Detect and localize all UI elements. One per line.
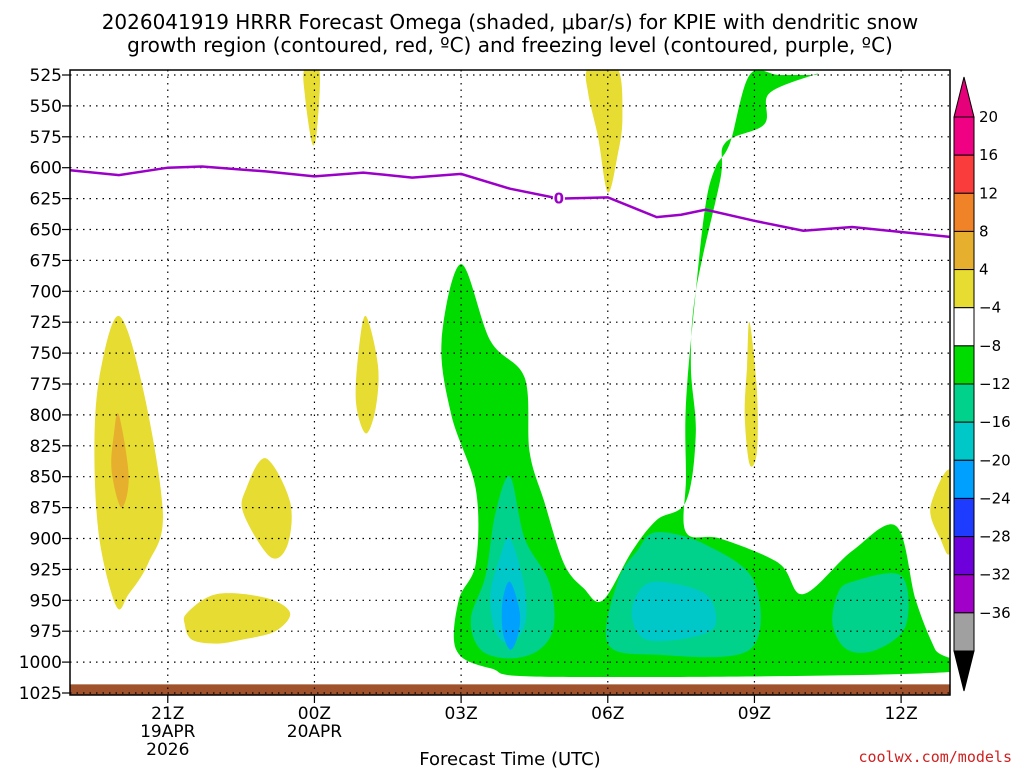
colorbar-seg-11 [953, 536, 975, 576]
y-tick-label-825: 825 [30, 437, 62, 457]
colorbar-label--8: −8 [979, 337, 1001, 355]
colorbar-high-arrow [953, 76, 975, 118]
omega-region-6 [585, 70, 623, 193]
colorbar-label-20: 20 [979, 108, 998, 126]
chart-title-line2: growth region (contoured, red, ºC) and f… [127, 33, 893, 57]
omega-region-7 [744, 321, 758, 467]
x-tick-label-00Z: 00Z [298, 704, 331, 724]
colorbar-seg-9 [953, 459, 975, 499]
x-tick-date-21Z: 19APR [140, 722, 196, 742]
y-tick-label-625: 625 [30, 190, 62, 210]
y-tick-label-700: 700 [30, 282, 62, 302]
omega-region-5 [355, 315, 379, 434]
y-tick-label-900: 900 [30, 530, 62, 550]
colorbar-label-8: 8 [979, 222, 989, 240]
freezing-level-label: 0 [554, 190, 564, 208]
colorbar-seg-6 [953, 345, 975, 385]
y-tick-label-725: 725 [30, 313, 62, 333]
omega-region-0 [94, 315, 163, 610]
colorbar-label--24: −24 [979, 489, 1011, 507]
colorbar-seg-1 [953, 154, 975, 194]
omega-region-2 [183, 593, 291, 644]
colorbar-seg-7 [953, 383, 975, 423]
x-axis-label: Forecast Time (UTC) [419, 749, 600, 768]
omega-region-14 [631, 581, 717, 642]
x-tick-label-03Z: 03Z [444, 704, 477, 724]
colorbar-seg-2 [953, 192, 975, 232]
colorbar-label--16: −16 [979, 413, 1011, 431]
omega-region-3 [241, 458, 292, 559]
colorbar-label--20: −20 [979, 451, 1011, 469]
freezing-level-label-bg [552, 189, 565, 206]
colorbar-label--4: −4 [979, 299, 1001, 317]
chart-title-line1: 2026041919 HRRR Forecast Omega (shaded, … [102, 10, 919, 34]
y-tick-label-875: 875 [30, 499, 62, 519]
colorbar-seg-0 [953, 116, 975, 156]
colorbar-label--12: −12 [979, 375, 1011, 393]
colorbar-label-4: 4 [979, 261, 989, 279]
colorbar-seg-13 [953, 612, 975, 652]
colorbar-label--28: −28 [979, 528, 1011, 546]
omega-region-8 [930, 469, 950, 555]
y-tick-label-525: 525 [30, 66, 62, 86]
y-tick-label-550: 550 [30, 97, 62, 117]
y-tick-label-775: 775 [30, 375, 62, 395]
plot-frame [69, 69, 951, 696]
y-tick-label-800: 800 [30, 406, 62, 426]
colorbar-label--36: −36 [979, 604, 1011, 622]
y-tick-label-1025: 1025 [19, 684, 62, 704]
y-tick-label-1000: 1000 [19, 653, 62, 673]
x-tick-label-21Z: 21Z [151, 704, 184, 724]
y-tick-label-925: 925 [30, 560, 62, 580]
colorbar-seg-10 [953, 497, 975, 538]
y-tick-label-675: 675 [30, 251, 62, 271]
x-tick-label-12Z: 12Z [884, 704, 917, 724]
colorbar-label-12: 12 [979, 184, 998, 202]
ground-surface [70, 684, 950, 695]
y-tick-label-975: 975 [30, 622, 62, 642]
y-tick-label-575: 575 [30, 128, 62, 148]
colorbar-seg-4 [953, 269, 975, 309]
x-tick-date-00Z: 20APR [287, 722, 343, 742]
colorbar-label--32: −32 [979, 566, 1011, 584]
freezing-level-line [70, 165, 950, 239]
x-tick-label-09Z: 09Z [738, 704, 771, 724]
y-tick-label-850: 850 [30, 468, 62, 488]
y-tick-label-650: 650 [30, 221, 62, 241]
y-tick-label-600: 600 [30, 159, 62, 179]
colorbar-seg-3 [953, 230, 975, 271]
plot-area: 0 525 550 575 600 625 650 675 700 725 750 775 800 82… [19, 66, 951, 760]
y-tick-label-950: 950 [30, 591, 62, 611]
omega-region-15 [501, 581, 521, 650]
x-tick-label-06Z: 06Z [591, 704, 624, 724]
omega-region-1 [111, 413, 129, 508]
colorbar-label-16: 16 [979, 146, 998, 164]
x-tick-year-21Z: 2026 [146, 740, 189, 760]
colorbar-seg-12 [953, 574, 975, 614]
credit-text: coolwx.com/models [858, 748, 1012, 766]
colorbar-seg-5 [953, 307, 975, 347]
colorbar: 20 16 12 8 4 −4 −8 −12 −16 −20 −24 −28 −32 −36 [953, 76, 1011, 692]
omega-region-12 [832, 573, 909, 653]
colorbar-low-arrow [953, 650, 975, 692]
y-tick-label-750: 750 [30, 344, 62, 364]
omega-region-4 [303, 70, 320, 146]
colorbar-seg-8 [953, 421, 975, 461]
